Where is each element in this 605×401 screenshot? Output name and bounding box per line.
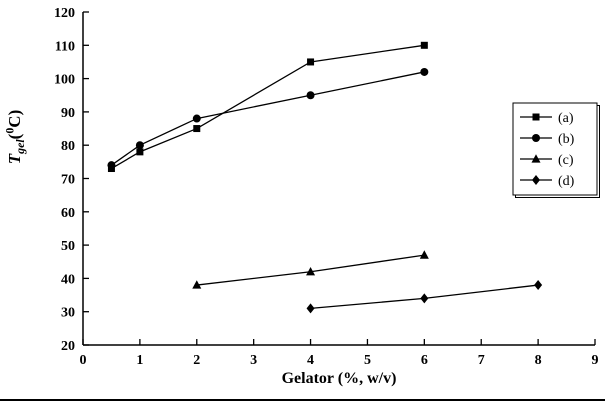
series-line-circle — [111, 71, 425, 166]
data-marker-square — [420, 41, 428, 49]
y-tick-label: 20 — [61, 339, 75, 354]
legend-marker-circle — [532, 134, 540, 142]
legend-marker-diamond — [532, 175, 540, 185]
data-marker-square — [136, 148, 144, 156]
x-tick-label: 6 — [421, 353, 428, 368]
data-marker-diamond — [306, 303, 315, 314]
data-marker-circle — [192, 114, 201, 123]
y-axis-label-paren: ( — [5, 133, 24, 140]
data-marker-triangle — [192, 280, 202, 289]
data-marker-triangle — [419, 250, 429, 259]
y-tick-label: 60 — [61, 206, 75, 221]
x-tick-label: 2 — [193, 353, 200, 368]
legend-label: (d) — [558, 174, 575, 189]
y-axis-label-subscript: gel — [12, 139, 27, 154]
y-tick-label: 90 — [61, 106, 75, 121]
data-marker-circle — [306, 91, 315, 100]
x-tick-label: 7 — [478, 353, 485, 368]
data-marker-diamond — [534, 280, 543, 291]
data-marker-diamond — [420, 293, 429, 304]
data-marker-circle — [107, 161, 116, 170]
y-axis-label-unit: C) — [5, 109, 24, 128]
y-tick-label: 110 — [55, 39, 75, 54]
data-marker-square — [193, 125, 201, 133]
y-axis-label-degree: 0 — [2, 127, 17, 134]
x-tick-label: 4 — [307, 353, 314, 368]
data-marker-triangle — [306, 266, 316, 276]
series-line-square — [111, 44, 425, 170]
x-tick-label: 8 — [535, 353, 542, 368]
x-tick-label: 1 — [136, 353, 143, 368]
legend-marker-triangle — [531, 154, 541, 163]
y-axis-label-symbol: T — [5, 153, 24, 165]
x-tick-label: 3 — [250, 353, 257, 368]
legend-label: (b) — [558, 132, 575, 147]
y-tick-label: 40 — [61, 272, 75, 287]
y-tick-label: 30 — [61, 306, 75, 321]
legend-marker-square — [532, 113, 540, 121]
data-marker-circle — [135, 141, 144, 150]
y-axis-label: Tgel(0C) — [2, 110, 28, 165]
y-tick-label: 80 — [61, 139, 75, 154]
x-tick-label: 0 — [80, 353, 87, 368]
y-tick-label: 70 — [61, 173, 75, 188]
x-axis-label: Gelator (%, w/v) — [281, 370, 397, 387]
data-marker-circle — [420, 67, 429, 76]
legend-label: (c) — [558, 153, 574, 168]
legend-label: (a) — [558, 111, 574, 126]
y-tick-label: 100 — [54, 73, 75, 88]
x-tick-label: 9 — [592, 353, 599, 368]
y-tick-label: 120 — [54, 6, 75, 21]
y-tick-label: 50 — [61, 239, 75, 254]
x-tick-label: 5 — [364, 353, 371, 368]
data-marker-square — [307, 58, 315, 66]
